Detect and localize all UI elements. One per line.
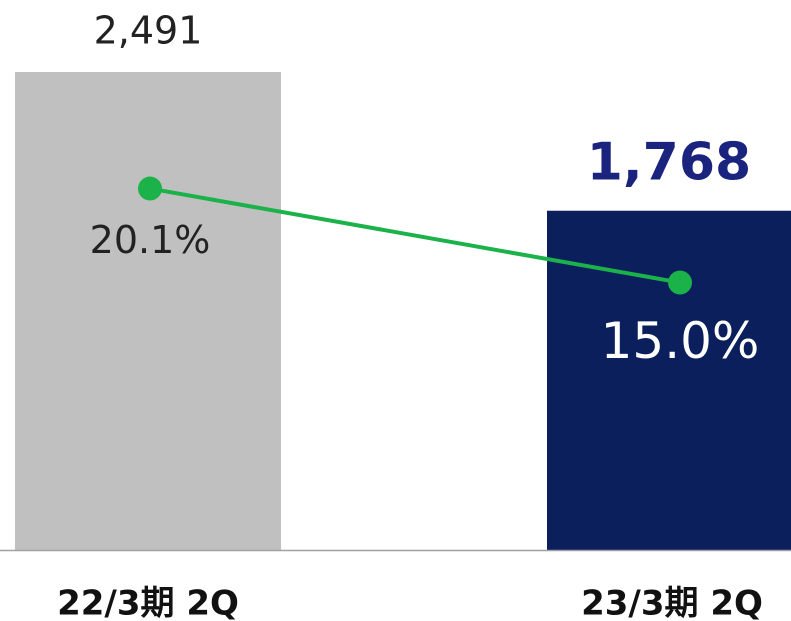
line-value-label: 20.1% xyxy=(90,218,211,262)
line xyxy=(149,186,681,285)
line-value-label: 15.0% xyxy=(601,312,760,370)
bar-value-label: 1,768 xyxy=(587,133,751,193)
bar xyxy=(15,72,281,550)
x-tick-label: 23/3期 2Q xyxy=(581,584,763,621)
bar-value-label: 2,491 xyxy=(94,9,203,53)
line-point xyxy=(138,176,162,201)
bar xyxy=(547,210,791,550)
x-tick-label: 22/3期 2Q xyxy=(57,584,239,621)
line-point xyxy=(668,270,692,295)
